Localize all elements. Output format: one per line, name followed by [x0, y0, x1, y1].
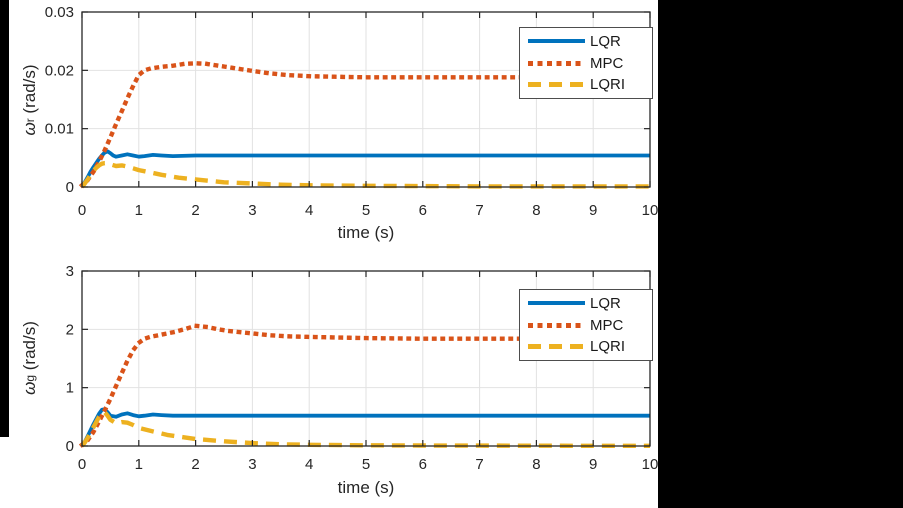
axes-box — [81, 11, 651, 188]
x-tick-label: 4 — [305, 456, 313, 473]
y-tick-label: 2 — [66, 321, 74, 338]
x-tick-label: 1 — [135, 202, 143, 219]
x-tick-label: 10 — [642, 456, 659, 473]
legend-label-lqr: LQR — [590, 32, 621, 50]
x-tick-label: 5 — [362, 456, 370, 473]
x-tick-label: 0 — [78, 456, 86, 473]
x-tick-label: 10 — [642, 202, 659, 219]
legend-row-lqri: LQRI — [520, 76, 652, 93]
x-tick-label: 7 — [475, 456, 483, 473]
legend-row-lqr: LQR — [520, 295, 652, 312]
x-tick-label: 8 — [532, 456, 540, 473]
x-tick-label: 6 — [419, 456, 427, 473]
x-axis-label-bottom: time (s) — [337, 478, 395, 497]
x-tick-label: 3 — [248, 456, 256, 473]
legend-label-mpc: MPC — [590, 54, 624, 72]
lqri-line-sample-icon — [528, 344, 585, 350]
y-tick-label: 0 — [66, 179, 74, 196]
legend-row-mpc: MPC — [520, 317, 652, 334]
legend-row-mpc: MPC — [520, 55, 652, 72]
y-tick-label: 0.01 — [45, 121, 74, 138]
x-tick-label: 6 — [419, 202, 427, 219]
y-tick-label: 0.02 — [45, 62, 74, 79]
y-axis-unit: (rad/s) — [20, 64, 39, 119]
series-line-lqri — [80, 410, 650, 448]
series-line-mpc — [78, 61, 653, 189]
x-tick-label: 5 — [362, 202, 370, 219]
legend-label-mpc: MPC — [590, 316, 624, 334]
legend-label-lqri: LQRI — [590, 338, 626, 356]
legend-label-lqri: LQRI — [590, 76, 626, 94]
legend-row-lqr: LQR — [520, 33, 652, 50]
lqr-line-sample-icon — [528, 301, 585, 306]
x-tick-label: 2 — [191, 202, 199, 219]
y-tick-label: 0.03 — [45, 4, 74, 21]
y-tick-label: 1 — [66, 380, 74, 397]
x-tick-label: 4 — [305, 202, 313, 219]
x-tick-label: 3 — [248, 202, 256, 219]
x-tick-label: 2 — [191, 456, 199, 473]
y-axis-unit: (rad/s) — [20, 321, 39, 375]
letterbox-bar-left — [0, 0, 9, 437]
x-tick-label: 1 — [135, 456, 143, 473]
x-tick-label: 7 — [475, 202, 483, 219]
series-line-lqri — [80, 160, 650, 189]
x-tick-label: 8 — [532, 202, 540, 219]
legend-top: LQR MPC LQRI — [519, 27, 653, 99]
legend-bottom: LQR MPC LQRI — [519, 289, 653, 361]
mpc-line-sample-icon — [528, 322, 585, 328]
mpc-line-sample-icon — [528, 60, 585, 66]
legend-label-lqr: LQR — [590, 294, 621, 312]
x-axis-label-top: time (s) — [337, 223, 395, 242]
omega-symbol: ω — [20, 122, 39, 136]
x-tick-label: 0 — [78, 202, 86, 219]
y-tick-label: 3 — [66, 263, 74, 280]
x-tick-label: 9 — [589, 456, 597, 473]
plots-svg: 0 1 2 3 4 5 6 7 8 9 10 0 0.01 0.02 0.03 0 1 2 3 4 5 6 7 8 9 10 0 1 2… — [45, 4, 659, 473]
lqri-line-sample-icon — [528, 82, 585, 88]
omega-symbol: ω — [20, 381, 39, 395]
legend-row-lqri: LQRI — [520, 338, 652, 355]
x-tick-label: 9 — [589, 202, 597, 219]
series-line-mpc — [78, 323, 653, 448]
y-tick-label: 0 — [66, 438, 74, 455]
lqr-line-sample-icon — [528, 39, 585, 44]
